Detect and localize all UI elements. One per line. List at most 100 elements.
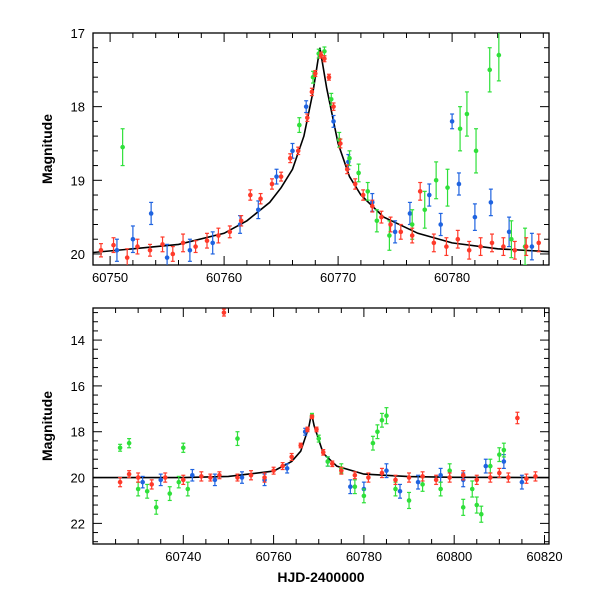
data-point (455, 236, 461, 242)
data-point (322, 49, 327, 54)
bottom-data-layer (93, 308, 549, 523)
data-point (331, 119, 336, 124)
data-point (199, 474, 204, 479)
data-point (375, 429, 380, 435)
data-point (460, 505, 466, 510)
data-point (472, 214, 478, 220)
data-point (366, 475, 371, 480)
data-point (117, 479, 123, 485)
data-point (313, 71, 318, 76)
top-series-0 (98, 51, 542, 265)
data-point (488, 463, 493, 469)
data-point (393, 477, 398, 483)
data-point (384, 468, 389, 473)
data-point (227, 229, 233, 235)
data-point (164, 255, 170, 260)
data-point (474, 502, 480, 508)
data-point (258, 196, 263, 202)
data-point (392, 229, 398, 235)
data-point (114, 247, 120, 253)
data-point (407, 211, 413, 216)
data-point (149, 482, 154, 487)
data-point (278, 174, 284, 179)
bottom-x-tick-label: 60760 (256, 549, 292, 564)
data-point (417, 189, 423, 194)
top-y-axis-label: Magnitude (39, 114, 55, 184)
data-point (190, 472, 195, 478)
data-point (212, 477, 218, 483)
top-data-layer (93, 33, 549, 265)
data-point (269, 181, 275, 187)
data-point (322, 56, 327, 62)
top-x-tick-label: 60780 (434, 270, 470, 285)
data-point (148, 211, 154, 216)
data-point (328, 96, 334, 102)
data-point (379, 470, 385, 476)
data-point (185, 486, 191, 492)
data-point (515, 415, 520, 421)
data-point (409, 222, 415, 227)
data-point (347, 155, 352, 161)
data-point (331, 104, 336, 109)
data-point (255, 207, 261, 213)
data-point (305, 115, 310, 120)
data-point (314, 427, 319, 432)
data-point (379, 417, 385, 423)
data-point (420, 482, 425, 487)
bottom-x-tick-label: 60820 (526, 549, 562, 564)
data-point (98, 247, 104, 253)
data-point (398, 229, 404, 235)
data-point (295, 148, 301, 154)
bottom-model-curve (93, 413, 549, 479)
data-point (176, 479, 182, 485)
data-point (415, 479, 421, 485)
data-point (210, 240, 215, 246)
data-point (473, 148, 479, 154)
bottom-frame (92, 307, 550, 545)
data-point (262, 475, 267, 480)
data-point (374, 218, 380, 224)
data-point (235, 475, 240, 480)
data-point (180, 445, 186, 451)
data-point (501, 459, 507, 464)
data-point (433, 178, 439, 183)
data-point (144, 489, 150, 494)
data-point (162, 475, 168, 480)
data-point (140, 479, 145, 485)
data-point (329, 461, 335, 467)
data-point (496, 52, 502, 58)
data-point (271, 468, 276, 473)
data-point (529, 244, 535, 249)
top-series-2 (120, 33, 528, 265)
data-point (238, 218, 244, 224)
data-point (388, 222, 393, 227)
data-point (180, 240, 186, 246)
data-point (444, 244, 449, 249)
data-point (356, 170, 361, 176)
data-point (488, 475, 493, 480)
data-point (487, 67, 493, 73)
data-point (422, 207, 428, 213)
data-point (111, 242, 116, 248)
bottom-series-2 (117, 407, 507, 523)
data-point (352, 484, 358, 490)
data-point (524, 476, 529, 481)
bottom-y-tick-label: 20 (71, 471, 85, 486)
data-point (130, 236, 136, 242)
data-point (309, 89, 315, 95)
data-point (274, 174, 279, 179)
data-point (533, 474, 538, 479)
top-frame (92, 32, 550, 266)
data-point (474, 477, 480, 483)
top-x-tick-label: 60750 (92, 270, 128, 285)
data-point (318, 52, 324, 58)
data-point (406, 498, 412, 503)
data-point (352, 472, 358, 478)
data-point (506, 475, 511, 480)
bottom-y-tick-label: 14 (71, 333, 85, 348)
bottom-x-tick-label: 60800 (436, 549, 472, 564)
data-point (348, 484, 353, 490)
bottom-y-tick-label: 16 (71, 379, 85, 394)
